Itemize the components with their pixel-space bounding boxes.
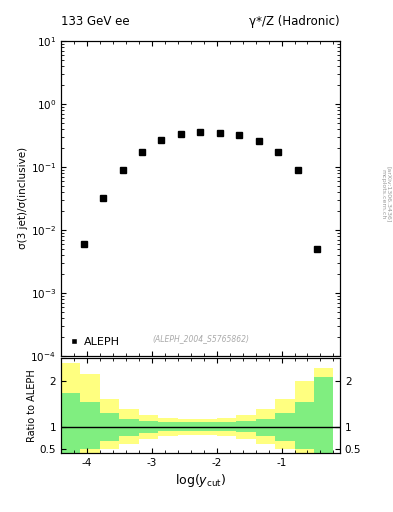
Bar — [119, 410, 139, 444]
Bar — [158, 418, 178, 436]
Bar — [197, 418, 217, 435]
Text: (ALEPH_2004_S5765862): (ALEPH_2004_S5765862) — [152, 334, 249, 343]
Bar — [81, 374, 100, 453]
Text: γ*/Z (Hadronic): γ*/Z (Hadronic) — [249, 15, 340, 28]
Bar — [178, 422, 197, 431]
Bar — [61, 393, 81, 455]
Bar — [255, 410, 275, 444]
Bar — [314, 368, 333, 455]
Text: 133 GeV ee: 133 GeV ee — [61, 15, 130, 28]
Bar — [236, 421, 255, 432]
Bar — [217, 422, 236, 431]
X-axis label: log($y_\mathrm{cut}$): log($y_\mathrm{cut}$) — [175, 472, 226, 489]
Bar — [275, 399, 294, 450]
Bar — [294, 401, 314, 449]
Bar — [61, 363, 81, 455]
Bar — [100, 399, 119, 450]
Bar — [255, 418, 275, 436]
Text: [arXiv:1306.3436]: [arXiv:1306.3436] — [386, 166, 391, 223]
Bar — [275, 413, 294, 441]
Bar — [100, 413, 119, 441]
Bar — [139, 421, 158, 433]
Bar — [217, 418, 236, 436]
Bar — [139, 415, 158, 439]
Bar — [119, 418, 139, 436]
Bar — [158, 422, 178, 431]
Bar — [81, 401, 100, 449]
Bar — [236, 415, 255, 439]
Bar — [314, 377, 333, 453]
Bar — [197, 422, 217, 431]
Bar — [178, 418, 197, 435]
Legend: ALEPH: ALEPH — [66, 334, 123, 350]
Y-axis label: Ratio to ALEPH: Ratio to ALEPH — [27, 369, 37, 442]
Y-axis label: σ(3 jet)/σ(inclusive): σ(3 jet)/σ(inclusive) — [18, 147, 28, 249]
Text: mcplots.cern.ch: mcplots.cern.ch — [381, 169, 386, 220]
Bar — [294, 381, 314, 453]
